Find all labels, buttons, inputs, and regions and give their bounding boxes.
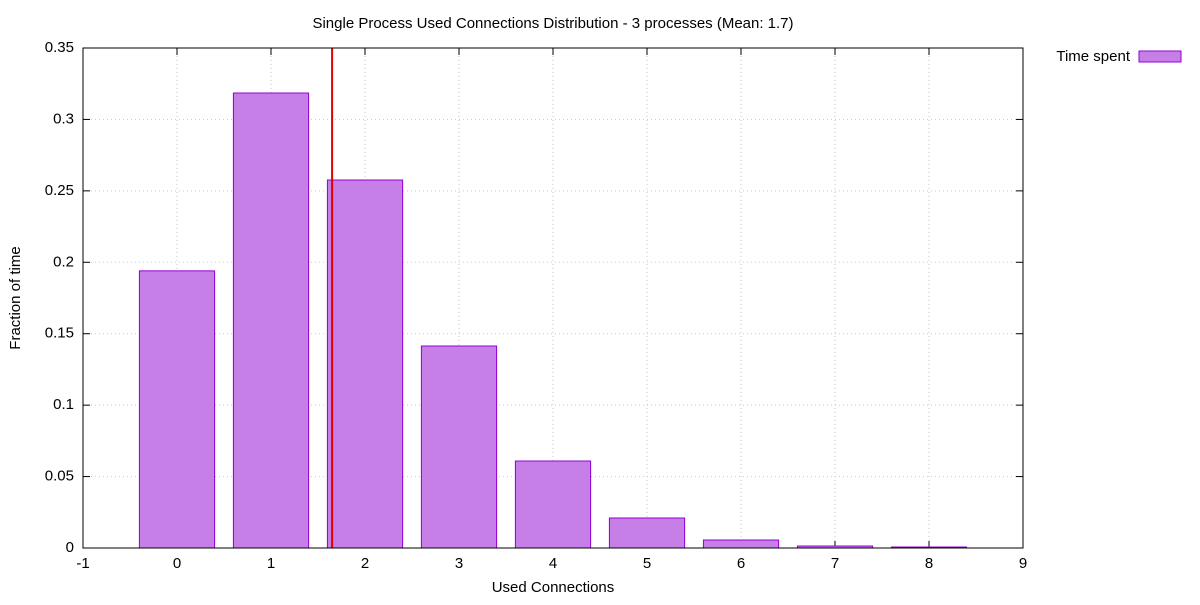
y-tick-label: 0.3	[53, 110, 74, 127]
x-tick-label: 2	[361, 555, 369, 572]
chart-title: Single Process Used Connections Distribu…	[312, 15, 793, 32]
bar	[138, 270, 216, 549]
bar	[702, 539, 780, 549]
x-tick-label: 9	[1019, 555, 1027, 572]
bar	[608, 517, 686, 549]
legend-swatch	[1138, 50, 1182, 63]
x-axis-label: Used Connections	[492, 579, 615, 596]
x-tick-label: 1	[267, 555, 275, 572]
bar	[326, 179, 404, 549]
legend-label: Time spent	[1056, 48, 1130, 65]
y-tick-label: 0.15	[45, 325, 74, 342]
bar	[232, 92, 310, 549]
x-tick-label: -1	[76, 555, 89, 572]
x-tick-label: 7	[831, 555, 839, 572]
y-tick-label: 0.25	[45, 182, 74, 199]
y-tick-label: 0.35	[45, 39, 74, 56]
x-tick-label: 6	[737, 555, 745, 572]
y-axis-label: Fraction of time	[7, 246, 24, 349]
x-tick-label: 0	[173, 555, 181, 572]
x-tick-label: 4	[549, 555, 557, 572]
x-tick-label: 3	[455, 555, 463, 572]
y-tick-label: 0.05	[45, 468, 74, 485]
x-tick-label: 8	[925, 555, 933, 572]
bar	[420, 345, 498, 549]
plot-border	[82, 47, 1024, 549]
bar	[514, 460, 592, 549]
x-tick-label: 5	[643, 555, 651, 572]
y-tick-label: 0.1	[53, 396, 74, 413]
y-tick-label: 0	[66, 539, 74, 556]
y-tick-label: 0.2	[53, 253, 74, 270]
